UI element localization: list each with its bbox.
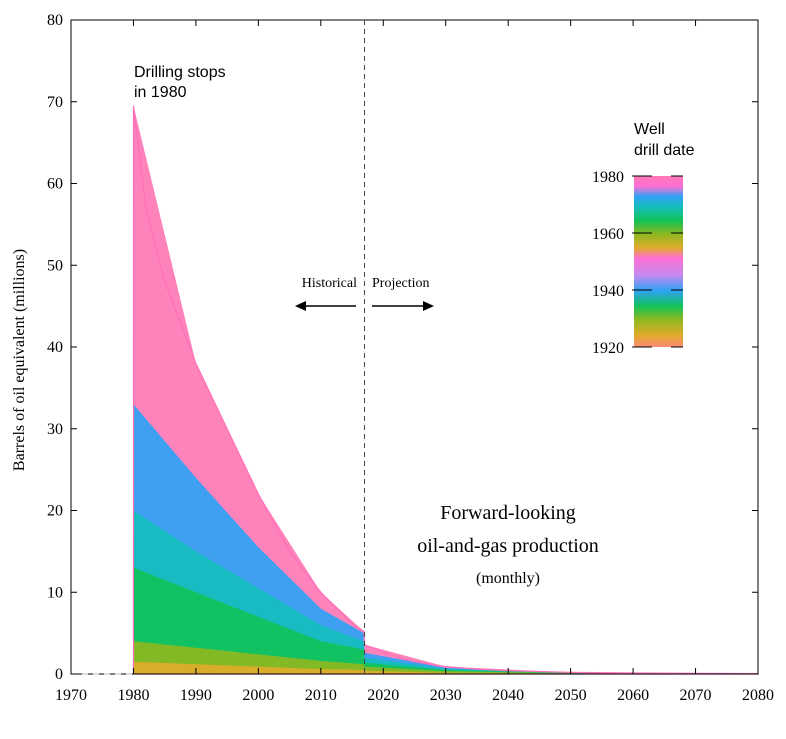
x-tick-label: 2000 [242,687,274,704]
colorbar-tick-label: 1920 [592,340,624,357]
y-tick-label: 80 [47,12,63,29]
y-tick-label: 40 [47,339,63,356]
y-tick-label: 0 [55,666,63,683]
right-arrow-icon [372,301,434,311]
colorbar-ticks: 1920 1940 1960 1980 [592,169,683,357]
colorbar-legend: Well drill date 1920 1940 1960 1980 [592,121,695,357]
y-tick-label: 30 [47,421,63,438]
y-tick-label: 70 [47,94,63,111]
x-tick-label: 2010 [305,687,337,704]
colorbar-tick-label: 1940 [592,283,624,300]
colorbar-title-line2: drill date [634,142,695,159]
total-production-line [132,105,759,675]
forward-title-line2: oil-and-gas production [417,535,599,557]
y-tick-label: 60 [47,176,63,193]
y-tick-label: 20 [47,503,63,520]
colorbar-gradient [634,176,683,347]
y-tick-label: 10 [47,584,63,601]
colorbar-tick-label: 1980 [592,169,624,186]
x-tick-label: 1980 [117,687,149,704]
production-band-1925-1930 [133,641,759,674]
x-tick-label: 2030 [430,687,462,704]
x-tick-label: 2070 [680,687,712,704]
y-tick-label: 50 [47,257,63,274]
production-bands [132,105,759,675]
projection-label: Projection [372,276,430,291]
y-axis-label: Barrels of oil equivalent (millions) [11,249,28,471]
drilling-stops-line2: in 1980 [134,84,187,101]
x-tick-label: 2020 [367,687,399,704]
forward-subtitle: (monthly) [476,570,540,587]
production-band-1920-1925 [133,661,759,674]
left-arrow-icon [295,301,356,311]
colorbar-title-line1: Well [634,121,665,138]
x-tick-label: 2060 [617,687,649,704]
forward-title-line1: Forward-looking [440,502,576,524]
historical-label: Historical [302,276,357,291]
production-band-1940-1945 [133,404,759,674]
x-tick-label: 2040 [492,687,524,704]
x-tick-label: 1970 [55,687,87,704]
colorbar-tick-label: 1960 [592,226,624,243]
x-tick-label: 1990 [180,687,212,704]
x-tick-label: 2080 [742,687,774,704]
x-axis: 1970 1980 1990 2000 2010 2020 2030 2040 2050 2060… [55,20,774,704]
production-band-1930-1935 [133,567,759,674]
y-axis: 0 10 20 30 40 50 60 70 80 [47,12,758,683]
drilling-stops-line1: Drilling stops [134,64,226,81]
x-tick-label: 2050 [555,687,587,704]
